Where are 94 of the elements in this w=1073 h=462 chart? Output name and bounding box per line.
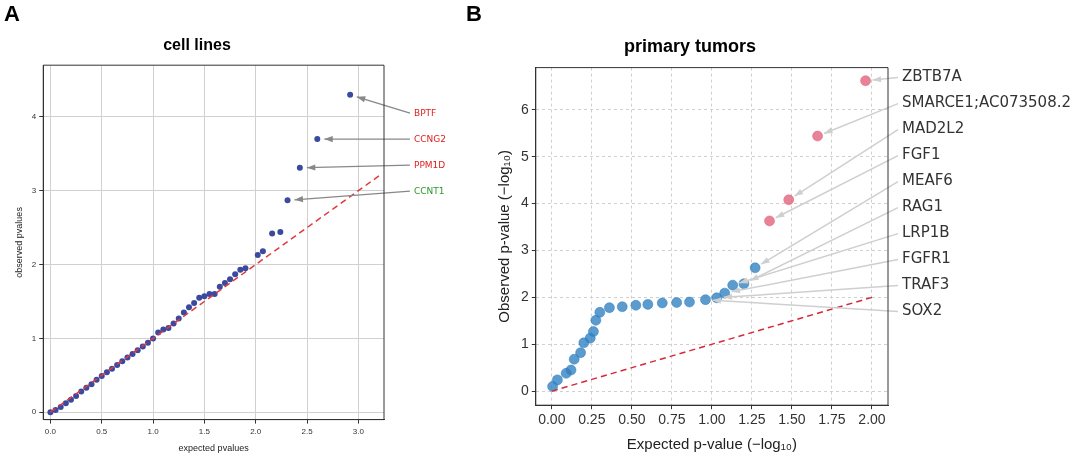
point (684, 296, 695, 308)
point (144, 339, 151, 346)
y-tick-label: 1 (31, 333, 37, 343)
y-tick-label: 0 (31, 407, 37, 417)
point (191, 299, 198, 306)
annotation: MEAF6 (902, 171, 953, 190)
point (568, 354, 580, 365)
x-tick-label: 1.75 (818, 411, 846, 428)
chart-title: cell lines (163, 36, 231, 54)
annotation: BPTF (414, 107, 437, 118)
x-tick-label: 0.00 (538, 411, 566, 428)
point (227, 276, 234, 283)
point (185, 304, 192, 311)
y-tick-label: 4 (520, 194, 529, 211)
x-tick-label: 1.5 (198, 426, 211, 436)
point (221, 280, 228, 287)
y-axis-title: Observed p-value (−log₁₀) (495, 150, 513, 323)
point (783, 194, 794, 206)
x-axis-title: expected pvalues (178, 443, 250, 454)
point (812, 130, 823, 142)
chart-title: primary tumors (623, 35, 757, 56)
point (254, 251, 261, 258)
point (604, 302, 615, 313)
y-tick-label: 6 (520, 100, 529, 117)
point (616, 301, 628, 312)
x-tick-label: 1.00 (698, 411, 726, 428)
y-tick-label: 5 (520, 147, 529, 164)
x-tick-label: 0.75 (658, 411, 686, 428)
point (237, 266, 244, 273)
point (314, 136, 321, 143)
point (749, 262, 761, 274)
annotation: FGF1 (902, 145, 941, 164)
point (88, 381, 95, 388)
y-tick-label: 4 (31, 112, 37, 122)
point (671, 297, 682, 308)
x-tick-label: 0.0 (44, 426, 57, 436)
point (588, 326, 599, 337)
point (642, 299, 654, 310)
point (269, 230, 276, 237)
x-tick-label: 2.00 (858, 411, 886, 428)
text: A (4, 1, 20, 27)
annotation: SMARCE1;AC073508.2 (902, 93, 1071, 112)
annotation: FGFR1 (902, 249, 951, 268)
point (630, 300, 642, 311)
annotation: SOX2 (902, 301, 943, 320)
point (103, 369, 110, 376)
x-tick-label: 2.5 (301, 426, 314, 436)
text: B (466, 1, 482, 27)
annotation: CCNG2 (414, 133, 447, 144)
annotation: LRP1B (902, 223, 950, 242)
annotation: TRAF3 (901, 275, 950, 294)
x-tick-label: 2.0 (250, 426, 262, 436)
x-tick-label: 1.50 (778, 411, 806, 428)
x-tick-label: 1.25 (738, 411, 766, 428)
y-tick-label: 3 (31, 185, 37, 195)
y-tick-label: 2 (31, 259, 37, 269)
x-axis-title: Expected p-value (−log₁₀) (626, 435, 797, 453)
point (719, 287, 730, 299)
point (296, 164, 303, 171)
annotation: CCNT1 (414, 185, 445, 196)
point (727, 279, 738, 291)
x-tick-label: 0.50 (618, 411, 646, 428)
y-tick-label: 0 (520, 381, 529, 398)
point (594, 307, 606, 318)
point (196, 294, 203, 301)
point (62, 400, 69, 407)
y-tick-label: 1 (520, 335, 529, 352)
point (284, 197, 291, 204)
point (575, 347, 586, 358)
x-tick-label: 3.0 (352, 426, 365, 436)
x-tick-label: 0.5 (96, 426, 108, 436)
point (860, 75, 871, 86)
annotation: ZBTB7A (902, 67, 963, 86)
point (764, 215, 775, 227)
point (347, 91, 354, 98)
annotation: MAD2L2 (902, 119, 965, 138)
point (232, 271, 239, 278)
y-axis-title: observed pvalues (13, 206, 24, 278)
point (216, 283, 223, 290)
point (552, 374, 563, 386)
annotation: RAG1 (902, 197, 943, 216)
y-tick-label: 3 (520, 241, 529, 258)
point (201, 293, 208, 300)
annotation: PPM1D (414, 159, 446, 170)
point (700, 294, 711, 305)
x-tick-label: 1.0 (147, 426, 160, 436)
y-tick-label: 2 (520, 288, 529, 305)
x-tick-label: 0.25 (578, 411, 606, 428)
point (565, 364, 577, 376)
point (242, 265, 249, 272)
point (657, 297, 668, 309)
point (277, 229, 284, 236)
point (211, 291, 218, 298)
point (259, 248, 266, 255)
